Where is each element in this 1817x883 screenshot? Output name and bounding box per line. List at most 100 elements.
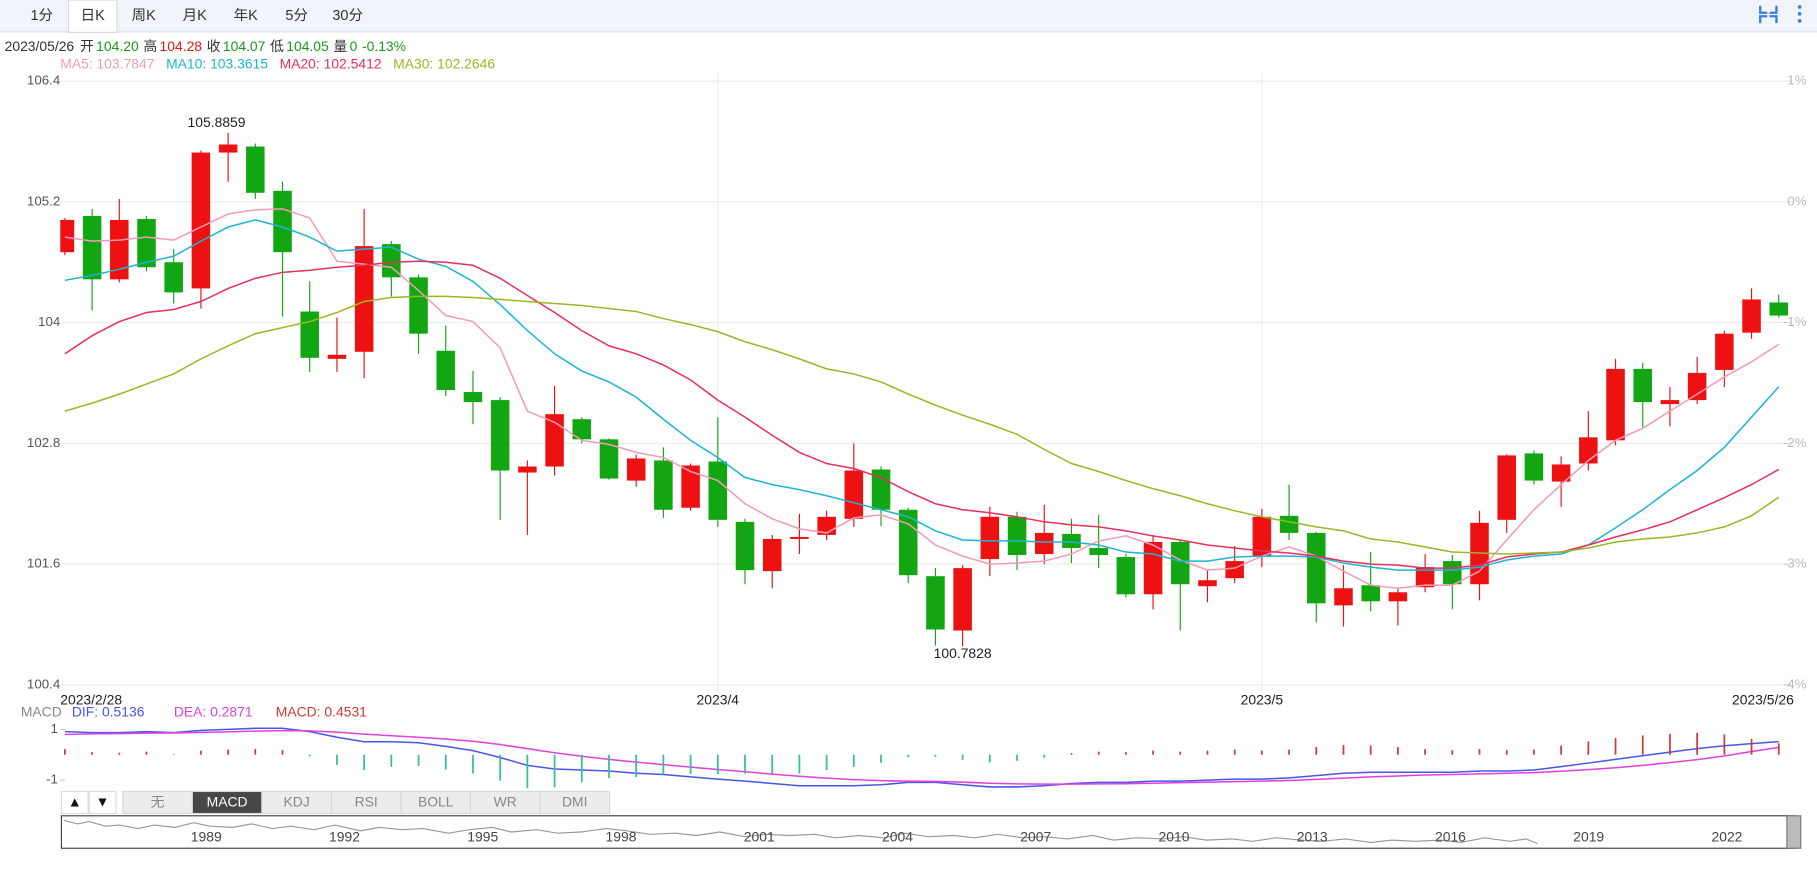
macd-bar	[308, 754, 311, 757]
candle-body	[382, 244, 401, 278]
arrow-button[interactable]	[88, 790, 117, 815]
candle-body	[1633, 368, 1653, 403]
navigator-year: 1998	[606, 828, 637, 844]
period-tab[interactable]: 月K	[183, 8, 207, 24]
macd-bar	[526, 754, 529, 789]
macd-bar	[1560, 745, 1562, 755]
indicator-tab[interactable]	[539, 790, 611, 815]
macd-bar	[1124, 752, 1127, 755]
candle-body	[1007, 516, 1027, 556]
macd-bar	[1315, 747, 1318, 755]
macd-bar	[281, 750, 284, 755]
candle-body	[409, 277, 428, 334]
candle-body	[1415, 567, 1435, 588]
quote-value: 104.28	[160, 38, 203, 54]
candle-body	[327, 354, 347, 359]
navigator[interactable]	[60, 815, 1795, 849]
macd-bar	[1016, 754, 1018, 761]
candle-body	[654, 460, 673, 510]
more-icon[interactable]	[1797, 5, 1802, 23]
period-tab[interactable]: 1分	[30, 7, 53, 24]
candle-body	[898, 509, 918, 576]
macd-bar	[1369, 745, 1372, 755]
min-annotation: 100.7828	[934, 645, 992, 661]
navigator-year: 2016	[1435, 828, 1466, 844]
period-tab[interactable]: 日K	[81, 8, 105, 24]
navigator-year: 2001	[744, 828, 775, 844]
period-tab[interactable]: 5分	[285, 7, 308, 24]
candle-body	[246, 146, 265, 193]
candle-body	[1388, 592, 1408, 602]
macd-bar	[716, 754, 719, 775]
candle-body	[1089, 548, 1108, 556]
x-tick-label: 2023/4	[697, 692, 740, 708]
candle-body	[545, 414, 564, 467]
quote-label: 量	[333, 38, 347, 54]
candle-body	[1225, 561, 1244, 579]
macd-line	[64, 729, 1779, 785]
candle-body	[1742, 299, 1761, 333]
macd-bar	[390, 754, 393, 767]
macd-bar	[200, 750, 202, 755]
macd-bar	[1179, 751, 1182, 755]
candle-body	[490, 400, 510, 471]
y-tick-label: 102.8	[27, 435, 60, 450]
legend-entry: DEA: 0.2871	[174, 703, 253, 719]
candle-body	[926, 576, 945, 630]
period-tab[interactable]: 年K	[234, 7, 258, 24]
navigator-year: 2013	[1297, 828, 1328, 844]
candle-body	[1660, 400, 1680, 405]
candle-body	[518, 466, 537, 473]
active-tab-bg	[67, 0, 118, 34]
candle-body	[1769, 302, 1789, 316]
y-tick-label: 106.4	[27, 73, 61, 88]
macd-bar	[91, 752, 93, 755]
fullscreen-exit-icon[interactable]	[1759, 5, 1778, 24]
candle-body	[1687, 372, 1707, 401]
y2-tick-label: -4%	[1783, 676, 1807, 691]
candle-body	[82, 215, 102, 280]
candle-body	[626, 458, 646, 481]
macd-bar	[363, 754, 366, 770]
quote-label: 高	[143, 38, 157, 54]
macd-bar	[472, 754, 474, 774]
quote-value: 104.05	[286, 38, 329, 54]
legend-entry: MA5: 103.7847	[60, 56, 154, 72]
icon-dot	[1797, 5, 1802, 9]
macd-bar	[1669, 733, 1671, 755]
candle-body	[137, 218, 156, 268]
y2-tick-label: -1%	[1783, 314, 1807, 329]
macd-bar	[1451, 750, 1454, 755]
macd-bar	[771, 754, 774, 774]
candle-body	[1551, 464, 1571, 482]
period-tab[interactable]: 周K	[132, 8, 156, 24]
navigator-year: 2007	[1020, 828, 1051, 844]
y-tick-label: -1	[46, 772, 58, 787]
period-tab[interactable]: 30分	[332, 7, 363, 24]
arrow-label: ▼	[96, 794, 110, 810]
candle-body	[354, 246, 374, 352]
candle-body	[218, 144, 238, 153]
quote-value: 104.07	[223, 38, 266, 54]
y2-tick-label: 0%	[1787, 193, 1806, 208]
x-tick-label: 2023/5/26	[1732, 692, 1794, 708]
candle-body	[1252, 516, 1272, 557]
quote-label: 开	[80, 38, 94, 54]
macd-bar	[1097, 751, 1100, 755]
y-tick-label: 105.2	[27, 193, 60, 208]
macd-plot	[64, 727, 1780, 789]
toolbar	[0, 0, 1817, 32]
candle-body	[164, 262, 183, 293]
navigator-handle[interactable]	[1786, 815, 1802, 849]
arrow-button[interactable]	[60, 790, 89, 815]
macd-bar	[553, 754, 556, 788]
macd-bar	[934, 754, 937, 757]
y-tick-label: 1	[51, 721, 58, 736]
candle-body	[735, 521, 755, 571]
candle-body	[1034, 532, 1054, 555]
quote-value: 0	[350, 38, 358, 54]
